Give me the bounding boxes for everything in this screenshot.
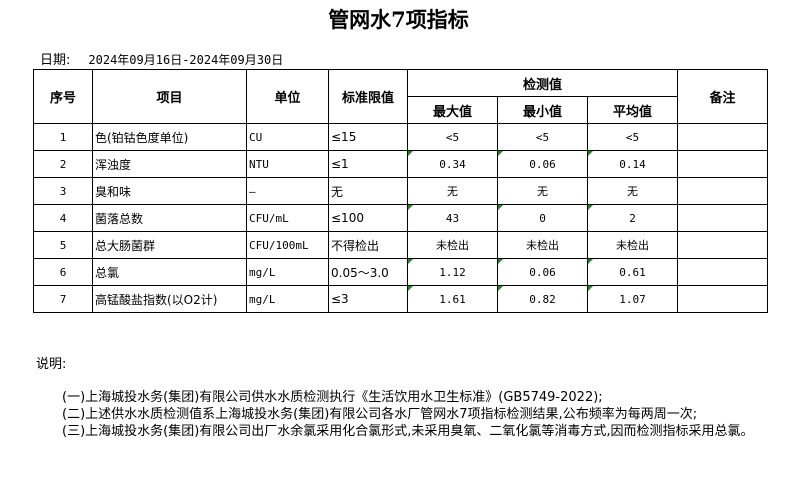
page-title: 管网水7项指标 (328, 7, 469, 32)
cell-max: 0.34 (407, 150, 498, 178)
cell-limit: ≤100 (328, 204, 408, 232)
cell-remark (677, 258, 768, 286)
cell-min: <5 (497, 123, 588, 151)
cell-limit: 0.05～3.0 (328, 258, 408, 286)
cell-min: 未检出 (497, 231, 588, 259)
header-avg: 平均值 (587, 96, 678, 124)
cell-item: 色(铂钴色度单位) (92, 123, 247, 151)
cell-max: 1.12 (407, 258, 498, 286)
cell-avg: 1.07 (587, 285, 678, 313)
cell-max: 43 (407, 204, 498, 232)
table-row: 1 色(铂钴色度单位) CU ≤15 <5 <5 <5 (33, 123, 768, 151)
cell-avg: <5 (587, 123, 678, 151)
note-1: (一)上海城投水务(集团)有限公司供水水质检测执行《生活饮用水卫生标准》(GB5… (62, 390, 603, 405)
cell-item: 总大肠菌群 (92, 231, 247, 259)
cell-unit: CFU/100mL (246, 231, 329, 259)
note-3: (三)上海城投水务(集团)有限公司出厂水余氯采用化合氯形式,未采用臭氧、二氧化氯… (62, 424, 754, 439)
header-unit: 单位 (246, 69, 329, 124)
cell-seq: 1 (33, 123, 93, 151)
header-max: 最大值 (407, 96, 498, 124)
cell-limit: ≤15 (328, 123, 408, 151)
date-range: 2024年09月16日-2024年09月30日 (88, 53, 284, 67)
cell-limit: ≤1 (328, 150, 408, 178)
cell-min: 0 (497, 204, 588, 232)
table-row: 7 高锰酸盐指数(以O2计) mg/L ≤3 1.61 0.82 1.07 (33, 285, 768, 313)
date-line: 日期: 2024年09月16日-2024年09月30日 (40, 49, 283, 68)
cell-item: 菌落总数 (92, 204, 247, 232)
header-seq: 序号 (33, 69, 93, 124)
cell-avg: 2 (587, 204, 678, 232)
cell-seq: 4 (33, 204, 93, 232)
cell-avg: 无 (587, 177, 678, 205)
cell-remark (677, 231, 768, 259)
notes-heading: 说明: (36, 357, 67, 372)
cell-max: 1.61 (407, 285, 498, 313)
cell-min: 0.82 (497, 285, 588, 313)
cell-unit: CFU/mL (246, 204, 329, 232)
cell-seq: 2 (33, 150, 93, 178)
cell-unit: CU (246, 123, 329, 151)
cell-limit: ≤3 (328, 285, 408, 313)
cell-unit: NTU (246, 150, 329, 178)
header-min: 最小值 (497, 96, 588, 124)
cell-item: 臭和味 (92, 177, 247, 205)
cell-remark (677, 204, 768, 232)
header-measured: 检测值 (407, 69, 678, 97)
cell-seq: 3 (33, 177, 93, 205)
cell-item: 总氯 (92, 258, 247, 286)
cell-remark (677, 285, 768, 313)
table-row: 6 总氯 mg/L 0.05～3.0 1.12 0.06 0.61 (33, 258, 768, 286)
date-label: 日期: (40, 53, 71, 68)
cell-avg: 0.14 (587, 150, 678, 178)
cell-limit: 不得检出 (328, 231, 408, 259)
note-2: (二)上述供水水质检测值系上海城投水务(集团)有限公司各水厂管网水7项指标检测结… (62, 407, 698, 422)
cell-min: 无 (497, 177, 588, 205)
cell-unit: mg/L (246, 258, 329, 286)
cell-remark (677, 177, 768, 205)
cell-max: 无 (407, 177, 498, 205)
notes: 说明: (一)上海城投水务(集团)有限公司供水水质检测执行《生活饮用水卫生标准》… (36, 356, 756, 440)
table-row: 5 总大肠菌群 CFU/100mL 不得检出 未检出 未检出 未检出 (33, 231, 768, 259)
table-row: 3 臭和味 — 无无无无 (33, 177, 768, 205)
cell-avg: 未检出 (587, 231, 678, 259)
cell-max: <5 (407, 123, 498, 151)
cell-remark (677, 150, 768, 178)
cell-unit: — (246, 177, 329, 205)
header-item: 项目 (92, 69, 247, 124)
table-row: 4 菌落总数 CFU/mL ≤100 43 0 2 (33, 204, 768, 232)
cell-seq: 7 (33, 285, 93, 313)
cell-remark (677, 123, 768, 151)
cell-unit: mg/L (246, 285, 329, 313)
header-remark: 备注 (677, 69, 768, 124)
header-limit: 标准限值 (328, 69, 408, 124)
cell-limit: 无 (328, 177, 408, 205)
cell-item: 浑浊度 (92, 150, 247, 178)
cell-seq: 6 (33, 258, 93, 286)
cell-avg: 0.61 (587, 258, 678, 286)
cell-min: 0.06 (497, 258, 588, 286)
cell-min: 0.06 (497, 150, 588, 178)
cell-seq: 5 (33, 231, 93, 259)
water-quality-table: 序号 项目 单位 标准限值 检测值 备注 最大值 最小值 平均值 1 色(铂钴色度… (33, 69, 768, 313)
table-row: 2 浑浊度 NTU ≤1 0.34 0.06 0.14 (33, 150, 768, 178)
cell-max: 未检出 (407, 231, 498, 259)
cell-item: 高锰酸盐指数(以O2计) (92, 285, 247, 313)
